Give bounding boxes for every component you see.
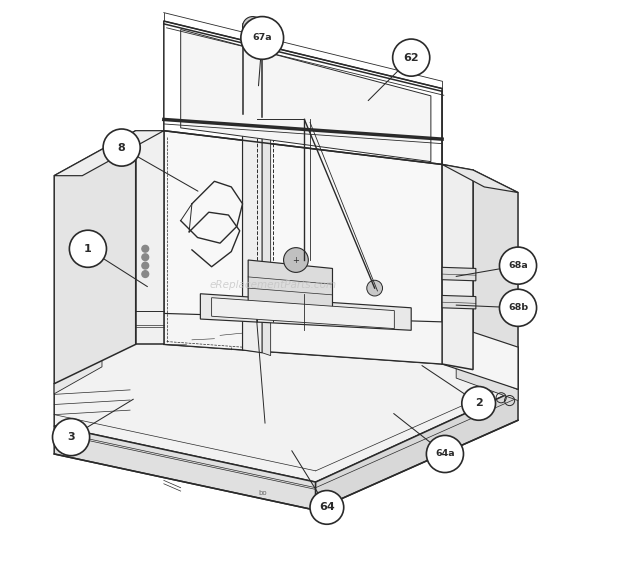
Polygon shape bbox=[442, 295, 476, 309]
Text: 62: 62 bbox=[404, 53, 419, 63]
Polygon shape bbox=[262, 116, 271, 355]
Polygon shape bbox=[54, 131, 164, 176]
Circle shape bbox=[103, 129, 140, 166]
Text: 68a: 68a bbox=[508, 261, 528, 270]
Text: bo: bo bbox=[258, 490, 267, 496]
Circle shape bbox=[500, 247, 536, 284]
Text: 1: 1 bbox=[84, 244, 92, 254]
Polygon shape bbox=[200, 294, 411, 331]
Circle shape bbox=[500, 289, 536, 327]
Circle shape bbox=[142, 254, 149, 260]
Polygon shape bbox=[442, 164, 518, 193]
Polygon shape bbox=[54, 355, 102, 394]
Polygon shape bbox=[164, 131, 442, 364]
Text: +: + bbox=[293, 255, 299, 264]
Circle shape bbox=[142, 271, 149, 277]
Polygon shape bbox=[473, 170, 518, 389]
Circle shape bbox=[241, 16, 283, 59]
Text: 64: 64 bbox=[319, 502, 335, 512]
Text: 3: 3 bbox=[67, 432, 75, 442]
Polygon shape bbox=[442, 164, 473, 370]
Circle shape bbox=[69, 230, 107, 267]
Text: 68b: 68b bbox=[508, 303, 528, 312]
Polygon shape bbox=[54, 426, 316, 510]
Circle shape bbox=[53, 419, 90, 455]
Polygon shape bbox=[136, 131, 164, 344]
Polygon shape bbox=[316, 389, 518, 510]
Circle shape bbox=[427, 436, 464, 472]
Circle shape bbox=[142, 262, 149, 269]
Text: 67a: 67a bbox=[252, 33, 272, 42]
Circle shape bbox=[462, 386, 495, 420]
Polygon shape bbox=[54, 131, 136, 384]
Text: 2: 2 bbox=[475, 398, 482, 408]
Circle shape bbox=[392, 39, 430, 76]
Polygon shape bbox=[54, 322, 518, 482]
Circle shape bbox=[283, 247, 308, 272]
Polygon shape bbox=[456, 367, 518, 401]
Polygon shape bbox=[242, 114, 262, 353]
Polygon shape bbox=[248, 260, 332, 314]
Circle shape bbox=[367, 280, 383, 296]
Text: eReplacementParts.com: eReplacementParts.com bbox=[210, 280, 337, 290]
Text: 64a: 64a bbox=[435, 450, 454, 458]
Polygon shape bbox=[442, 267, 476, 281]
Polygon shape bbox=[180, 29, 431, 162]
Circle shape bbox=[142, 245, 149, 252]
Polygon shape bbox=[211, 298, 394, 329]
Circle shape bbox=[242, 16, 263, 37]
Polygon shape bbox=[164, 314, 518, 389]
Circle shape bbox=[310, 490, 343, 524]
Text: 8: 8 bbox=[118, 142, 125, 153]
